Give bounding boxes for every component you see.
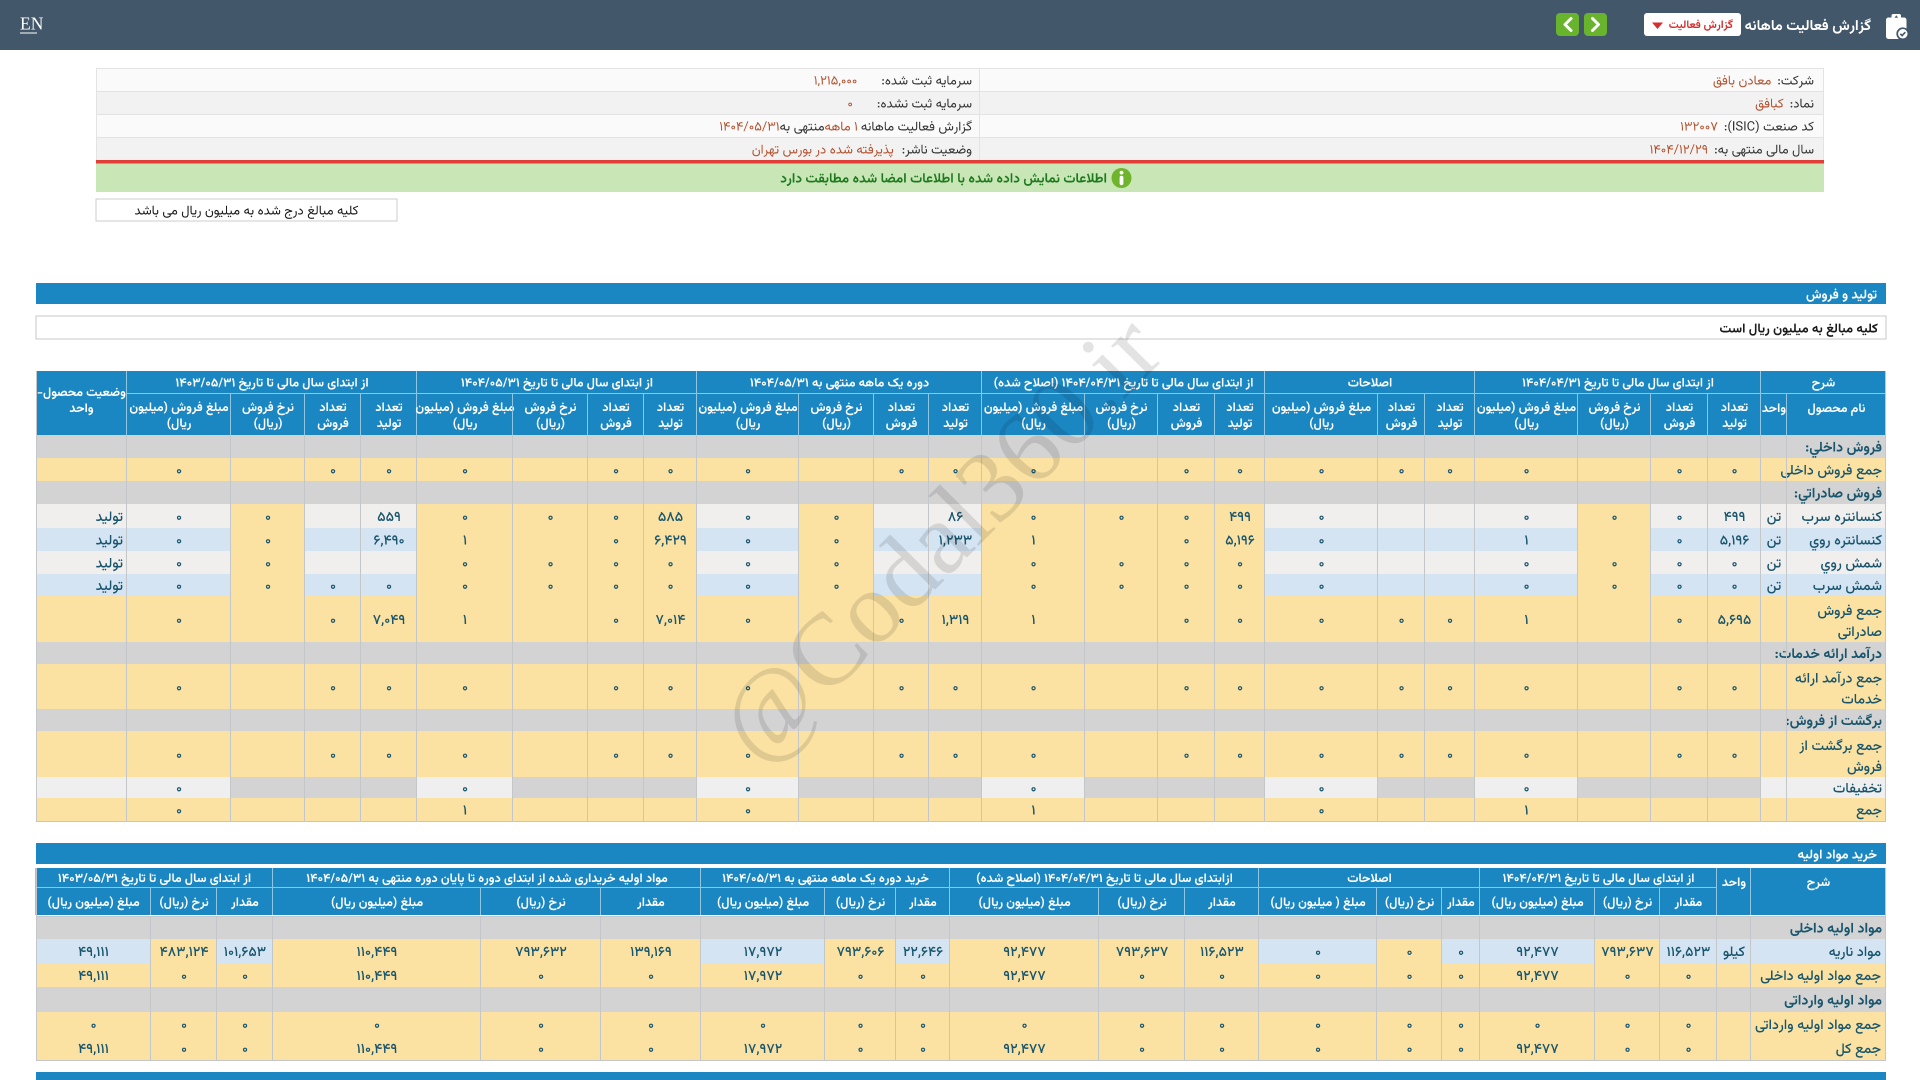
svg-text:EN: EN xyxy=(20,14,44,34)
